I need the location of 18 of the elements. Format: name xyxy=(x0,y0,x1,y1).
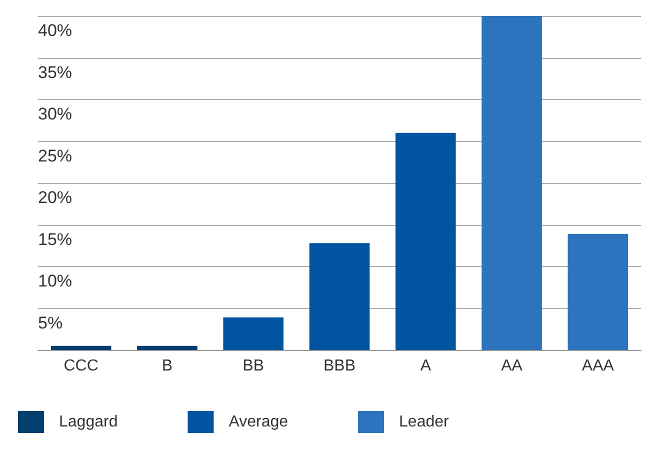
y-tick-label: 40% xyxy=(38,21,72,40)
legend-label: Laggard xyxy=(59,414,118,430)
x-tick-label: BBB xyxy=(323,358,356,374)
y-tick-label: 15% xyxy=(38,230,72,249)
x-tick-label: BB xyxy=(242,358,264,374)
x-tick-label: AA xyxy=(501,358,523,374)
y-tick-label: 30% xyxy=(38,104,72,124)
x-tick-label: A xyxy=(420,358,432,374)
y-tick-label: 25% xyxy=(38,146,72,166)
legend-label: Leader xyxy=(399,414,450,430)
y-tick-label: 10% xyxy=(38,272,72,290)
x-tick-label: AAA xyxy=(582,358,614,374)
x-tick-label: CCC xyxy=(64,358,98,374)
y-tick-label: 35% xyxy=(38,62,72,82)
legend-label: Average xyxy=(228,414,288,430)
y-tick-label: 20% xyxy=(38,188,72,207)
x-tick-label: B xyxy=(162,358,173,374)
y-tick-label: 5% xyxy=(38,313,63,332)
